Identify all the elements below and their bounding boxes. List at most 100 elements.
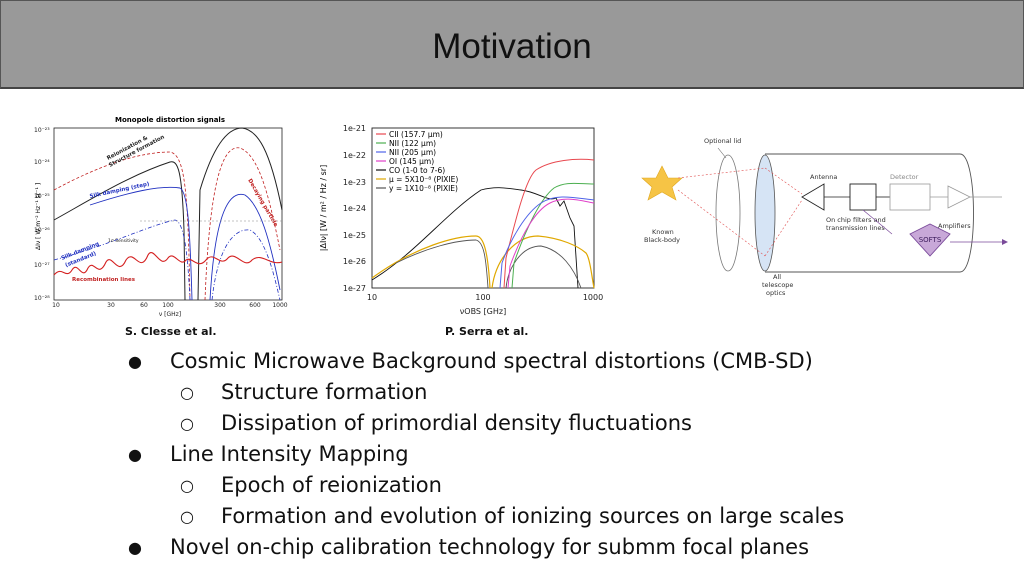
x-tick-label: 10 [52,302,60,309]
y-axis-label: ΔIν [ W m⁻² Hz⁻¹ sr⁻¹ ] [35,183,42,250]
optional-lid [715,154,741,272]
bullet-item: ● Novel on-chip calibration technology f… [128,532,1008,563]
line-intensity-plot: 1e-21 1e-22 1e-23 1e-24 1e-25 1e-26 1e-2… [319,124,603,316]
y-tick-label: 10⁻²⁴ [34,159,50,166]
softs-connector-line [862,209,893,235]
telescope-optics-lens [754,154,776,272]
diagram-label: Amplifiers [938,222,971,230]
bullet-marker: ● [128,445,142,464]
diagram-label: Known [652,228,674,236]
bullet-list: ● Cosmic Microwave Background spectral d… [128,346,1008,563]
y-tick-label: 1e-21 [343,124,366,133]
diagram-label: telescope [762,281,793,289]
y-distortion-curve [395,239,489,289]
y-tick-label: 10⁻²⁸ [34,295,50,302]
silk-step-curve [89,186,193,301]
diagram-label: optics [766,289,786,297]
mu-distortion-curve [371,235,491,289]
oi-curve [507,198,595,289]
legend-label: NII (122 μm) [389,139,436,148]
diagram-label: On chip filters and [826,216,886,224]
ray-line [764,167,803,195]
bullet-item: ○ Formation and evolution of ionizing so… [128,501,1008,532]
y-axis-label: |ΔIν| [W / m² / Hz / sr] [319,165,328,251]
x-axis-label: νOBS [GHz] [460,307,506,316]
x-axis-label: ν [GHz] [159,311,181,318]
ray-line [764,199,803,257]
arrow-icon [1002,239,1008,245]
annotation-label: 1σ Sensitivity [108,238,139,244]
y-tick-label: 10⁻²⁷ [34,262,50,269]
bullet-item: ● Line Intensity Mapping [128,439,1008,470]
legend-label: OI (145 μm) [389,157,434,166]
legend-label: CO (1-0 to 7-6) [389,166,445,175]
bullet-item: ○ Dissipation of primordial density fluc… [128,408,1008,439]
ray-line [677,167,766,179]
diagram-label: Detector [890,173,919,181]
calibration-diagram: Optional lid Antenna Detector Amplifiers… [641,137,1008,297]
bullet-text: Novel on-chip calibration technology for… [170,535,810,559]
bullet-item: ○ Epoch of reionization [128,470,1008,501]
diagram-label: All [773,273,781,281]
legend-label: NII (205 μm) [389,148,436,157]
y-tick-label: 1e-23 [343,178,366,187]
nii-205-curve [499,196,595,289]
bullet-text: Formation and evolution of ionizing sour… [221,504,845,528]
bullet-marker: ○ [180,476,194,495]
bullet-item: ○ Structure formation [128,377,1008,408]
bullet-item: ● Cosmic Microwave Background spectral d… [128,346,1008,377]
ray-line [677,189,766,257]
cii-curve [503,158,595,289]
x-tick-label: 1000 [583,293,603,302]
legend-label: CII (157.7 μm) [389,130,443,139]
y-tick-label: 1e-27 [343,284,366,293]
reionization-curve-positive [197,127,283,301]
x-tick-label: 100 [162,302,174,309]
detector-box [889,183,931,211]
bullet-marker: ● [128,352,142,371]
softs-diamond [909,223,951,257]
decaying-particle-curve-positive [204,147,281,301]
bullet-marker: ○ [180,383,194,402]
plot-title: Monopole distortion signals [115,116,225,124]
blackbody-star-icon [641,165,683,201]
amplifier-icon [947,185,971,209]
nii-122-curve [511,182,595,289]
decaying-particle-curve [53,151,191,301]
cryostat-body [765,153,974,273]
reionization-curve [53,161,186,301]
y-tick-label: 1e-24 [343,204,366,213]
co-curve [371,187,579,289]
silk-step-curve-positive [209,193,281,301]
y-tick-label: 10⁻²³ [34,127,50,134]
annotation-label: Decaying particle [246,178,278,228]
y-tick-label: 1e-22 [343,151,366,160]
lid-pointer [717,147,727,159]
antenna-icon [801,183,825,211]
bullet-marker: ○ [180,507,194,526]
x-tick-label: 1000 [272,302,287,309]
legend-label: y = 1X10⁻⁸ (PIXIE) [389,184,458,193]
x-tick-label: 60 [140,302,148,309]
silk-standard-curve-positive [211,229,281,301]
bullet-text: Dissipation of primordial density fluctu… [221,411,692,435]
softs-label: SOFTS [919,236,942,244]
monopole-distortion-plot: Monopole distortion signals 10⁻²³ 10⁻²⁴ … [34,116,288,318]
bullet-text: Line Intensity Mapping [170,442,409,466]
diagram-label: Black-body [644,236,680,244]
silk-standard-curve [53,219,191,301]
recombination-lines-curve [53,252,283,276]
y-distortion-curve-positive [505,245,582,289]
title-bar: Motivation [0,0,1024,89]
y-tick-label: 1e-25 [343,231,366,240]
diagram-label: Antenna [810,173,837,181]
annotation-label: Recombination lines [72,277,136,283]
bullet-text: Epoch of reionization [221,473,442,497]
x-tick-label: 300 [214,302,226,309]
y-tick-label: 10⁻²⁶ [34,227,50,234]
x-tick-label: 30 [107,302,115,309]
figure-caption-left: S. Clesse et al. [125,325,217,338]
x-tick-label: 600 [249,302,261,309]
bullet-marker: ● [128,538,142,557]
bullet-text: Cosmic Microwave Background spectral dis… [170,349,813,373]
